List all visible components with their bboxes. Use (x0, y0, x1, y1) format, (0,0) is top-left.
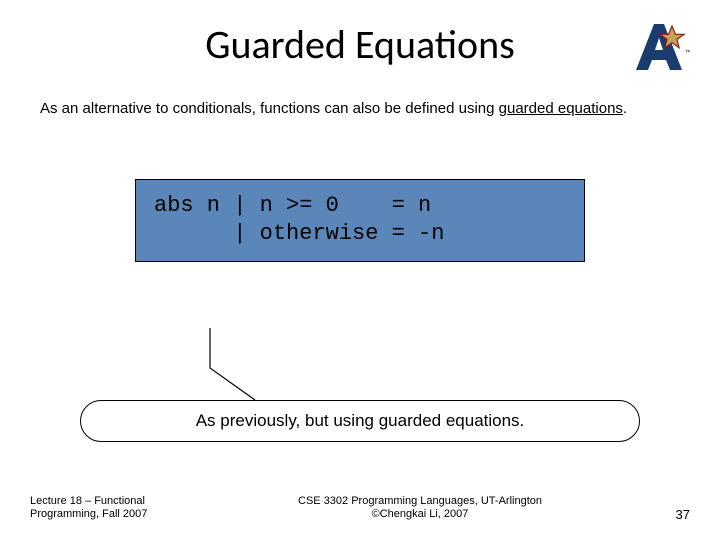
code-line-1: abs n | n >= 0 = n (154, 193, 431, 218)
caption-text: As previously, but using guarded equatio… (196, 411, 525, 430)
logo-tm: ™ (685, 49, 690, 56)
footer-left: Lecture 18 – Functional Programming, Fal… (30, 495, 190, 523)
uta-logo: ™ (628, 20, 690, 85)
footer-center-line2: ©Chengkai Li, 2007 (190, 508, 650, 522)
code-box: abs n | n >= 0 = n | otherwise = -n (135, 179, 585, 262)
footer: Lecture 18 – Functional Programming, Fal… (0, 495, 720, 523)
callout-connector (180, 328, 280, 408)
code-line-2: | otherwise = -n (154, 221, 444, 246)
footer-center: CSE 3302 Programming Languages, UT-Arlin… (190, 495, 650, 523)
title-row: Guarded Equations ™ (40, 20, 680, 69)
intro-underlined: guarded equations (499, 100, 623, 117)
page-number: 37 (650, 507, 690, 522)
footer-left-line1: Lecture 18 – Functional (30, 495, 190, 509)
intro-prefix: As an alternative to conditionals, funct… (40, 100, 499, 117)
slide-title: Guarded Equations (205, 20, 515, 69)
intro-suffix: . (623, 100, 627, 117)
slide: Guarded Equations ™ As an alternative to… (0, 0, 720, 540)
footer-center-line1: CSE 3302 Programming Languages, UT-Arlin… (190, 495, 650, 509)
intro-text: As an alternative to conditionals, funct… (40, 99, 680, 119)
logo-a-shape (636, 24, 682, 70)
footer-left-line2: Programming, Fall 2007 (30, 508, 190, 522)
caption-box: As previously, but using guarded equatio… (80, 400, 640, 442)
